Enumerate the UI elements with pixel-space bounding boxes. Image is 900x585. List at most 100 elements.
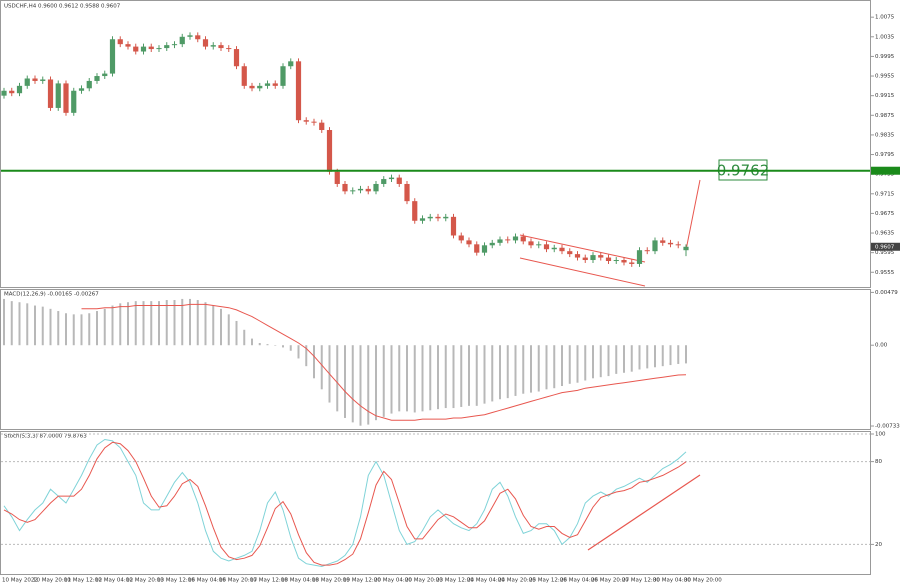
stoch-title: Stoch(5,3,3) 87.0000 79.8763: [4, 434, 87, 440]
macd-bar: [266, 344, 269, 346]
macd-bar: [103, 308, 106, 346]
macd-bar: [607, 345, 610, 377]
x-tick-label: 26 May 04:00: [560, 578, 598, 584]
macd-bar: [134, 301, 137, 346]
macd-bar: [545, 345, 548, 390]
macd-bar: [173, 300, 176, 346]
y-tick-label: 80: [875, 459, 882, 465]
macd-bar: [592, 345, 594, 379]
x-tick-label: 23 May 12:00: [436, 578, 474, 584]
candle-body: [303, 120, 309, 122]
candle-body: [288, 61, 294, 67]
macd-bar: [65, 313, 67, 346]
y-tick-label: 0.9595: [875, 250, 895, 256]
candle-body: [202, 39, 209, 47]
macd-bar: [289, 345, 292, 351]
x-tick-label: 18 May 04:00: [281, 578, 319, 584]
candle-body: [16, 85, 23, 94]
candle-body: [520, 236, 526, 242]
x-tick-label: 12 May 20:00: [126, 578, 164, 584]
macd-panel: [0, 289, 871, 430]
y-tick-label: 0.9955: [875, 74, 895, 80]
macd-bar: [483, 345, 486, 404]
macd-bar: [111, 305, 114, 346]
candle-body: [497, 239, 503, 243]
macd-bar: [452, 345, 455, 409]
candle-body: [450, 216, 457, 236]
candle-body: [590, 255, 596, 261]
macd-bar: [88, 313, 91, 346]
y-tick-label: 100: [875, 432, 886, 438]
macd-bar: [212, 305, 215, 346]
x-tick-label: 20 May 20:00: [405, 578, 443, 584]
macd-bar: [41, 306, 44, 346]
y-tick-label: 0.9715: [875, 191, 895, 197]
macd-bar: [654, 345, 656, 368]
x-tick-label: 13 May 12:00: [157, 578, 195, 584]
macd-bar: [351, 345, 354, 423]
candle-body: [667, 242, 674, 245]
channel-lower: [519, 257, 646, 287]
candle-body: [319, 122, 325, 131]
candle-body: [598, 255, 604, 258]
macd-bar: [398, 345, 401, 412]
macd-bar: [599, 345, 602, 378]
macd-bar: [514, 345, 517, 396]
x-tick-label: 25 May 12:00: [529, 578, 567, 584]
macd-bar: [313, 345, 315, 379]
candle-body: [78, 88, 85, 91]
candle-body: [342, 183, 348, 192]
candle-body: [257, 85, 263, 89]
macd-bar: [10, 301, 13, 346]
macd-bar: [630, 345, 633, 372]
candle-body: [613, 260, 619, 262]
price-tag-label: 0.9607: [875, 244, 895, 250]
macd-bar: [460, 345, 463, 407]
macd-bar: [196, 300, 199, 346]
y-tick-label: 0.9875: [875, 113, 895, 119]
macd-bar: [3, 298, 5, 346]
candle-body: [187, 35, 193, 37]
candle-body: [171, 44, 178, 46]
x-tick-label: 10 May 2022: [2, 578, 38, 584]
x-tick-label: 24 May 20:00: [498, 578, 536, 584]
macd-bar: [165, 300, 168, 346]
candle-body: [435, 216, 441, 219]
candle-body: [481, 245, 488, 253]
macd-bar: [181, 298, 184, 346]
macd-bar: [367, 345, 370, 425]
macd-bar: [561, 345, 563, 387]
candle-body: [443, 216, 449, 219]
candle-body: [644, 250, 650, 252]
candle-body: [9, 90, 15, 94]
macd-bar: [413, 345, 416, 413]
main-title: USDCHF,H4 0.9600 0.9612 0.9588 0.9607: [4, 4, 121, 10]
macd-bar: [18, 302, 21, 346]
macd-bar: [537, 345, 540, 392]
macd-bar: [584, 345, 587, 381]
macd-signal: [81, 303, 687, 421]
x-tick-label: 20 May 04:00: [374, 578, 412, 584]
macd-bar: [274, 345, 277, 346]
y-tick-label: 0.9995: [875, 54, 895, 60]
candle-body: [272, 83, 278, 86]
stoch-panel: [0, 431, 871, 575]
candle-body: [357, 188, 364, 191]
y-tick-label: 0.9915: [875, 93, 895, 99]
candle-body: [466, 240, 472, 245]
macd-bar: [506, 345, 509, 399]
candle-body: [195, 35, 201, 40]
macd-bar: [235, 320, 238, 346]
candle-body: [156, 48, 162, 50]
candle-body: [241, 66, 247, 86]
macd-bar: [204, 302, 207, 346]
macd-bar: [127, 302, 129, 346]
candle-body: [249, 85, 255, 89]
candle-body: [388, 177, 395, 180]
x-tick-label: 17 May 12:00: [250, 578, 288, 584]
candle-body: [605, 257, 612, 261]
candle-body: [218, 45, 224, 49]
macd-bar: [568, 345, 571, 384]
macd-bar: [685, 345, 687, 364]
candle-body: [334, 171, 340, 184]
